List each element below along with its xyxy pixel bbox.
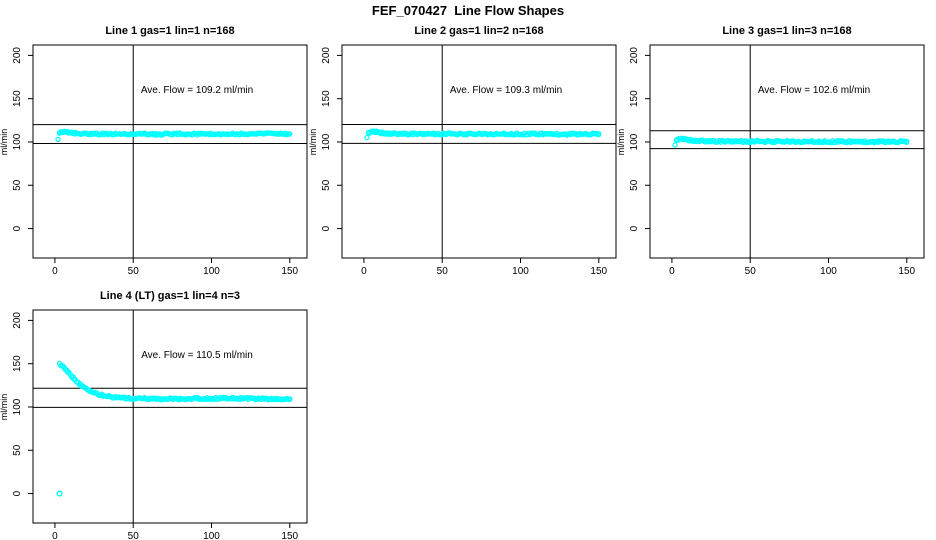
y-tick-label: 150 [321, 90, 332, 107]
outlier-point [56, 490, 63, 497]
ave-flow-annotation: Ave. Flow = 102.6 ml/min [758, 85, 870, 96]
data-point [55, 136, 61, 143]
x-tick-label: 0 [669, 266, 675, 277]
data-point [287, 131, 293, 137]
subplot-title: Line 2 gas=1 lin=2 n=168 [414, 25, 543, 37]
x-tick-label: 50 [128, 266, 140, 277]
y-axis-label: ml/min [617, 129, 626, 156]
plot-box [649, 44, 925, 259]
x-tick-label: 100 [203, 266, 220, 277]
data-point [364, 134, 370, 141]
plot-box [32, 44, 308, 259]
y-tick-label: 0 [321, 225, 332, 231]
subplot-line-4: 0 50 100 150 0 50 100 150 200 ml/min Line 4 (LT) g… [0, 285, 320, 540]
y-tick-label: 150 [12, 355, 23, 372]
y-tick-label: 100 [12, 398, 23, 415]
y-tick-label: 100 [629, 133, 640, 150]
y-tick-label: 200 [321, 47, 332, 64]
ave-flow-annotation: Ave. Flow = 109.2 ml/min [141, 85, 253, 96]
data-point [596, 131, 602, 137]
ave-flow-annotation: Ave. Flow = 109.3 ml/min [450, 85, 562, 96]
x-tick-label: 0 [52, 266, 58, 277]
x-tick-label: 150 [898, 266, 915, 277]
x-tick-label: 100 [820, 266, 837, 277]
data-point [904, 138, 910, 145]
flow-series [672, 135, 910, 148]
y-axis-label: ml/min [0, 394, 9, 421]
plot-box [341, 44, 617, 259]
x-tick-label: 50 [128, 531, 140, 540]
x-tick-label: 0 [52, 531, 58, 540]
plot-canvas-line-1: 0 50 100 150 0 50 100 150 200 ml/min Line 1 gas=1 … [0, 25, 308, 277]
plot-box [32, 309, 308, 524]
x-tick-label: 50 [437, 266, 449, 277]
x-tick-label: 150 [281, 531, 298, 540]
subplot-line-1: 0 50 100 150 0 50 100 150 200 ml/min Line 1 gas=1 … [0, 20, 320, 280]
ave-flow-annotation: Ave. Flow = 110.5 ml/min [141, 350, 253, 361]
y-tick-label: 200 [629, 47, 640, 64]
y-tick-label: 0 [629, 225, 640, 231]
flow-series [56, 360, 293, 497]
y-tick-label: 150 [629, 90, 640, 107]
page-title: FEF_070427 Line Flow Shapes [371, 3, 565, 18]
subplot-line-2: 0 50 100 150 0 50 100 150 200 ml/min Line 2 gas=1 … [308, 20, 629, 280]
flow-series [364, 128, 602, 141]
data-point [287, 396, 293, 402]
plot-canvas-line-4: 0 50 100 150 0 50 100 150 200 ml/min Line 4 (LT) g… [0, 290, 308, 540]
plot-canvas-line-3: 0 50 100 150 0 50 100 150 200 ml/min Line 3 gas=1 … [616, 25, 925, 277]
subplot-title: Line 3 gas=1 lin=3 n=168 [722, 25, 851, 37]
x-tick-label: 150 [281, 266, 298, 277]
y-tick-label: 0 [12, 225, 23, 231]
y-tick-label: 50 [12, 179, 23, 191]
y-tick-label: 200 [12, 47, 23, 64]
y-tick-label: 200 [12, 312, 23, 329]
data-point [672, 142, 678, 148]
y-axis-label: ml/min [0, 129, 9, 156]
subplot-line-3: 0 50 100 150 0 50 100 150 200 ml/min Line 3 gas=1 … [616, 20, 936, 280]
y-tick-label: 50 [321, 179, 332, 191]
x-tick-label: 0 [361, 266, 367, 277]
subplot-title: Line 1 gas=1 lin=1 n=168 [105, 25, 234, 37]
y-axis-label: ml/min [309, 129, 318, 156]
plot-canvas-line-2: 0 50 100 150 0 50 100 150 200 ml/min Line 2 gas=1 … [308, 25, 617, 277]
y-tick-label: 150 [12, 90, 23, 107]
y-tick-label: 0 [12, 490, 23, 496]
x-tick-label: 150 [590, 266, 607, 277]
flow-series [55, 128, 293, 143]
y-tick-label: 100 [321, 133, 332, 150]
y-tick-label: 100 [12, 133, 23, 150]
x-tick-label: 100 [512, 266, 529, 277]
subplot-title: Line 4 (LT) gas=1 lin=4 n=3 [100, 290, 240, 302]
y-tick-label: 50 [629, 179, 640, 191]
y-tick-label: 50 [12, 444, 23, 456]
x-tick-label: 100 [203, 531, 220, 540]
x-tick-label: 50 [745, 266, 757, 277]
